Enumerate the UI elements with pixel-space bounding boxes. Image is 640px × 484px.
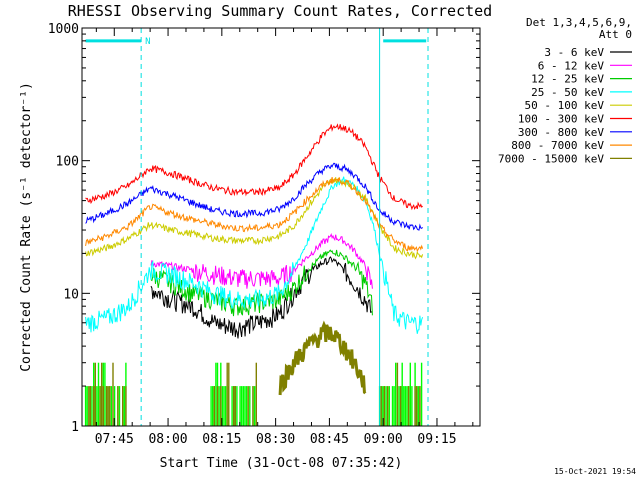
x-tick-label: 08:15 bbox=[202, 432, 241, 447]
legend-header: Det 1,3,4,5,6,9, bbox=[526, 16, 632, 29]
timestamp-stamp: 15-Oct-2021 19:54 bbox=[554, 467, 636, 476]
y-tick-label: 1 bbox=[71, 420, 79, 435]
marker-layer: N bbox=[85, 28, 429, 426]
x-tick-label: 08:45 bbox=[310, 432, 349, 447]
legend-entry-label: 300 - 800 keV bbox=[518, 126, 604, 139]
y-axis-label: Corrected Count Rate (s⁻¹ detector⁻¹) bbox=[19, 82, 34, 372]
x-tick-label: 07:45 bbox=[95, 432, 134, 447]
series-1 bbox=[150, 256, 373, 339]
legend-header: Att 0 bbox=[599, 28, 632, 41]
legend-entry-label: 100 - 300 keV bbox=[518, 113, 604, 126]
x-tick-label: 08:30 bbox=[256, 432, 295, 447]
series-line bbox=[85, 177, 424, 253]
series-8 bbox=[85, 177, 424, 253]
noise-floor-2 bbox=[88, 362, 421, 426]
y-tick-label: 100 bbox=[56, 155, 79, 170]
series-2 bbox=[150, 232, 373, 289]
series-line bbox=[85, 162, 423, 231]
series-7 bbox=[85, 162, 423, 231]
series-line bbox=[150, 232, 373, 289]
x-axis: 07:45 08:00 08:15 08:30 08:45 09:00 09:15 bbox=[95, 28, 474, 447]
series-5 bbox=[85, 177, 424, 260]
legend-entry-label: 6 - 12 keV bbox=[538, 59, 605, 72]
series-9 bbox=[278, 320, 367, 396]
plot-frame bbox=[81, 27, 481, 427]
legend-entry-label: 25 - 50 keV bbox=[531, 86, 604, 99]
series-line bbox=[85, 177, 424, 260]
series-line bbox=[278, 320, 367, 396]
series-line bbox=[85, 123, 423, 211]
y-tick-label: 1000 bbox=[48, 22, 79, 37]
x-axis-label: Start Time (31-Oct-08 07:35:42) bbox=[160, 456, 403, 471]
legend-entry-label: 3 - 6 keV bbox=[544, 46, 604, 59]
series-6 bbox=[85, 123, 423, 211]
series-3 bbox=[150, 249, 373, 317]
y-axis: 1 10 100 1000 bbox=[48, 22, 480, 435]
legend-entry-label: 50 - 100 keV bbox=[525, 99, 605, 112]
legend-entry-label: 12 - 25 keV bbox=[531, 73, 604, 86]
x-tick-label: 08:00 bbox=[148, 432, 187, 447]
x-tick-label: 09:00 bbox=[364, 432, 403, 447]
legend-entry-label: 800 - 7000 keV bbox=[511, 139, 604, 152]
series-layer bbox=[84, 123, 424, 426]
series-line bbox=[150, 256, 373, 339]
chart-title: RHESSI Observing Summary Count Rates, Co… bbox=[68, 2, 492, 20]
y-tick-label: 10 bbox=[63, 287, 79, 302]
x-tick-label: 09:15 bbox=[417, 432, 456, 447]
series-line bbox=[150, 249, 373, 317]
legend-entry-label: 7000 - 15000 keV bbox=[498, 152, 604, 165]
attenuator-label: N bbox=[145, 37, 150, 47]
